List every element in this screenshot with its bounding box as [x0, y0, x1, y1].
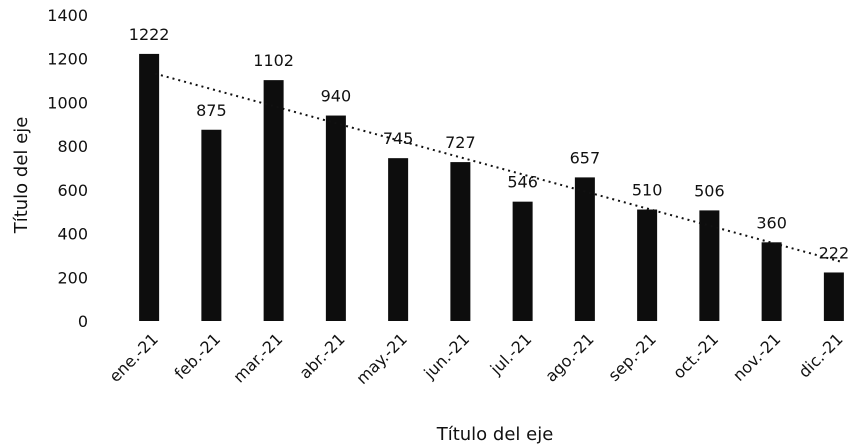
bar [574, 177, 595, 321]
y-tick-label: 1400 [47, 6, 88, 25]
y-tick-label: 1000 [47, 93, 88, 112]
x-tick-label: nov.-21 [729, 329, 784, 384]
y-tick-label: 600 [57, 181, 88, 200]
x-tick-label: ago.-21 [541, 329, 597, 385]
data-label: 745 [383, 129, 414, 148]
x-tick-label: oct.-21 [669, 329, 722, 382]
bar [823, 272, 844, 321]
bar [512, 201, 533, 321]
bar [201, 129, 222, 321]
x-tick-label: may.-21 [352, 329, 411, 388]
x-axis-title: Título del eje [436, 424, 554, 445]
x-tick-label: sep.-21 [604, 329, 660, 385]
x-tick-label: ene.-21 [105, 329, 162, 386]
bar [388, 158, 409, 321]
bar [139, 53, 160, 322]
data-labels: 1222 875 1102 940 745 727 546 657 510 506 360 222 [129, 25, 849, 263]
data-label: 360 [756, 213, 787, 232]
y-tick-label: 400 [57, 225, 88, 244]
x-tick-label: dic.-21 [795, 329, 847, 381]
data-label: 727 [445, 133, 476, 152]
y-tick-label: 0 [78, 312, 88, 331]
bar [699, 210, 720, 321]
data-label: 546 [507, 173, 538, 192]
bar [761, 242, 782, 321]
x-tick-label: feb.-21 [171, 329, 225, 383]
bars [139, 53, 844, 322]
data-label: 506 [694, 181, 725, 200]
data-label: 1222 [129, 25, 170, 44]
data-label: 222 [819, 243, 850, 262]
data-label: 1102 [253, 51, 294, 70]
y-tick-label: 200 [57, 268, 88, 287]
bar [263, 80, 284, 322]
x-axis-ticks: ene.-21 feb.-21 mar.-21 abr.-21 may.-21 jun.-… [105, 329, 846, 388]
bar [637, 209, 658, 321]
data-label: 510 [632, 181, 663, 200]
bar [450, 162, 471, 321]
x-tick-label: abr.-21 [295, 329, 348, 382]
data-label: 875 [196, 101, 227, 120]
data-label: 657 [570, 148, 601, 167]
x-tick-label: jun.-21 [419, 329, 473, 383]
y-tick-label: 1200 [47, 50, 88, 69]
bar [325, 115, 346, 322]
y-axis-title: Título del eje [11, 117, 32, 235]
x-tick-label: mar.-21 [229, 329, 286, 386]
y-tick-label: 800 [57, 137, 88, 156]
y-axis-ticks: 0 200 400 600 800 1000 1200 1400 [47, 6, 88, 331]
trendline [154, 72, 843, 263]
data-label: 940 [321, 87, 352, 106]
x-tick-label: jul.-21 [486, 329, 536, 379]
